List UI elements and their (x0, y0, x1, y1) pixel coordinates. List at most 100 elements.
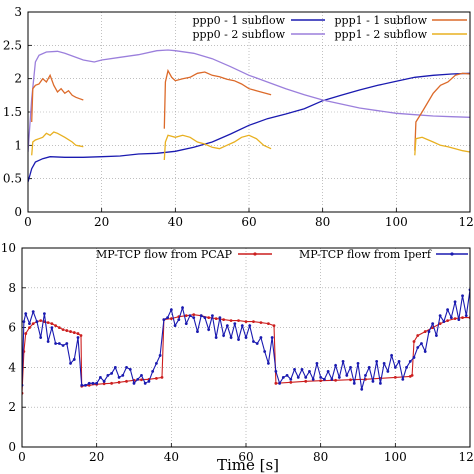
series-mp-tcp-flow-from-iperf-point (252, 340, 255, 343)
series-mp-tcp-flow-from-iperf-point (375, 360, 379, 363)
series-mp-tcp-flow-from-iperf-point (136, 377, 140, 381)
x-axis-label: Time [s] (217, 456, 279, 474)
y-tick-label: 2.5 (3, 38, 22, 52)
series-mp-tcp-flow-from-iperf-point (121, 373, 125, 377)
y-tick-label: 2 (8, 400, 16, 414)
series-ppp1-2-subflow-line (163, 134, 272, 161)
series-mp-tcp-flow-from-iperf-point (278, 381, 281, 385)
series-mp-tcp-flow-from-iperf-point (80, 383, 84, 387)
series-mp-tcp-flow-from-iperf-point (140, 373, 143, 377)
series-mp-tcp-flow-from-iperf-point (308, 369, 311, 373)
plot-frame (21, 247, 471, 448)
y-tick-label: 6 (8, 321, 16, 335)
series-mp-tcp-flow-from-iperf-point (259, 336, 263, 339)
series-mp-tcp-flow-from-pcap-point (416, 334, 420, 337)
series-mp-tcp-flow-from-iperf-point (393, 366, 397, 369)
series-mp-tcp-flow-from-iperf-point (371, 379, 375, 383)
y-tick-label: 1.5 (3, 105, 22, 119)
top-chart: 0 20 40 60 80 100 120 0 0.5 1 1.5 2 2.5 3 ppp0 - 1 sub… (3, 5, 474, 229)
y-tick-label: 1 (14, 138, 22, 152)
series-mp-tcp-flow-from-iperf-point (390, 354, 393, 357)
series-mp-tcp-flow-from-iperf-point (423, 350, 427, 353)
series-mp-tcp-flow-from-iperf-point (397, 360, 401, 363)
x-tick-label: 0 (18, 450, 26, 464)
series-mp-tcp-flow-from-iperf-point (296, 375, 300, 379)
legend-label: MP-TCP flow from Iperf (299, 248, 432, 261)
series-mp-tcp-flow-from-pcap-point (334, 378, 337, 382)
series-mp-tcp-flow-from-pcap-point (79, 334, 83, 337)
series-mp-tcp-flow-from-pcap-point (222, 318, 226, 322)
legend-label: ppp1 - 1 subflow (335, 14, 428, 27)
series-mp-tcp-flow-from-pcap-point (46, 321, 50, 325)
series-mp-tcp-flow-from-iperf-point (416, 346, 420, 349)
series-mp-tcp-flow-from-pcap-point (87, 383, 91, 387)
series-mp-tcp-flow-from-iperf-point (102, 379, 106, 383)
series-mp-tcp-flow-from-iperf-point (132, 381, 136, 385)
series-mp-tcp-flow-from-iperf-point (222, 334, 226, 337)
series-mp-tcp-flow-from-iperf-point (237, 338, 240, 341)
series-mp-tcp-flow-from-iperf-point (203, 316, 207, 320)
series-ppp1-2-subflow (31, 131, 470, 161)
x-tick-label: 100 (385, 215, 408, 229)
series-mp-tcp-flow-from-iperf-point (341, 360, 345, 363)
series-mp-tcp-flow-from-iperf-point (244, 336, 248, 339)
series-mp-tcp-flow-from-iperf-point (177, 318, 181, 322)
series-mp-tcp-flow-from-iperf-point (457, 318, 461, 322)
series-mp-tcp-flow-from-pcap-point (110, 381, 113, 385)
series-mp-tcp-flow-from-iperf-point (240, 324, 244, 328)
x-tick-label: 120 (459, 450, 474, 464)
series-mp-tcp-flow-from-pcap-point (267, 322, 270, 326)
series-mp-tcp-flow-from-pcap-point (319, 379, 323, 383)
series-mp-tcp-flow-from-iperf-point (76, 336, 80, 339)
x-tick-label: 120 (459, 215, 474, 229)
series-mp-tcp-flow-from-pcap-point (61, 328, 65, 331)
series-mp-tcp-flow-from-pcap-point (57, 326, 61, 329)
x-tick-label: 60 (241, 215, 256, 229)
legend-label: ppp0 - 1 subflow (193, 14, 286, 27)
series-mp-tcp-flow-from-iperf-point (91, 381, 95, 385)
series-mp-tcp-flow-from-iperf-point (464, 314, 468, 318)
series-mp-tcp-flow-from-iperf-point (169, 308, 173, 312)
series-mp-tcp-flow-from-iperf-point (267, 362, 270, 365)
y-tick-label: 2 (14, 72, 22, 86)
series-mp-tcp-flow-from-iperf-point (99, 375, 102, 379)
series-mp-tcp-flow-from-pcap-point (410, 373, 414, 377)
series-mp-tcp-flow-from-pcap-point (349, 378, 352, 382)
series-mp-tcp-flow-from-iperf-point (263, 350, 267, 353)
y-tick-label: 0 (14, 205, 22, 219)
series-mp-tcp-flow-from-iperf-point (173, 324, 177, 328)
series-mp-tcp-flow-from-iperf-point (255, 342, 259, 345)
series-mp-tcp-flow-from-pcap-point (237, 319, 240, 323)
x-tick-label: 40 (168, 215, 183, 229)
series-mp-tcp-flow-from-iperf-point (431, 322, 435, 326)
series-mp-tcp-flow-from-iperf-point (293, 367, 296, 371)
series-mp-tcp-flow-from-iperf-point (330, 377, 334, 381)
x-tick-label: 20 (94, 215, 109, 229)
series-ppp1-1-subflow-line (163, 68, 272, 129)
y-tick-label: 0.5 (3, 172, 22, 186)
series-mp-tcp-flow-from-pcap-point (117, 380, 121, 384)
series-mp-tcp-flow-from-pcap-point (28, 326, 31, 329)
series-mp-tcp-flow-from-iperf-point (207, 328, 211, 331)
series-mp-tcp-flow-from-iperf-point (427, 330, 431, 333)
series-mp-tcp-flow-from-pcap-point (272, 324, 276, 328)
series-mp-tcp-flow-from-iperf (22, 288, 470, 391)
series-mp-tcp-flow-from-iperf-point (248, 324, 252, 328)
series-mp-tcp-flow-from-iperf-point (61, 344, 65, 347)
series-mp-tcp-flow-from-iperf-point (125, 366, 128, 369)
series-mp-tcp-flow-from-iperf-point (184, 322, 188, 326)
series-mp-tcp-flow-from-iperf-point (412, 356, 416, 359)
legend-marker (450, 252, 454, 256)
series-mp-tcp-flow-from-iperf-point (337, 375, 341, 379)
series-ppp0-2-subflow-line (28, 49, 470, 153)
series-mp-tcp-flow-from-iperf-point (379, 381, 382, 385)
series-mp-tcp-flow-from-iperf-point (106, 373, 110, 377)
series-mp-tcp-flow-from-iperf-point (35, 320, 39, 324)
series-mp-tcp-flow-from-pcap-point (304, 379, 308, 383)
series-mp-tcp-flow-from-iperf-point (95, 381, 99, 385)
series-mp-tcp-flow-from-iperf-point (229, 336, 233, 339)
series-mp-tcp-flow-from-pcap-point (259, 321, 263, 325)
series-mp-tcp-flow-from-pcap-point (244, 320, 248, 324)
series-mp-tcp-flow-from-iperf-point (364, 373, 367, 377)
series-mp-tcp-flow-from-pcap-point (393, 375, 397, 379)
